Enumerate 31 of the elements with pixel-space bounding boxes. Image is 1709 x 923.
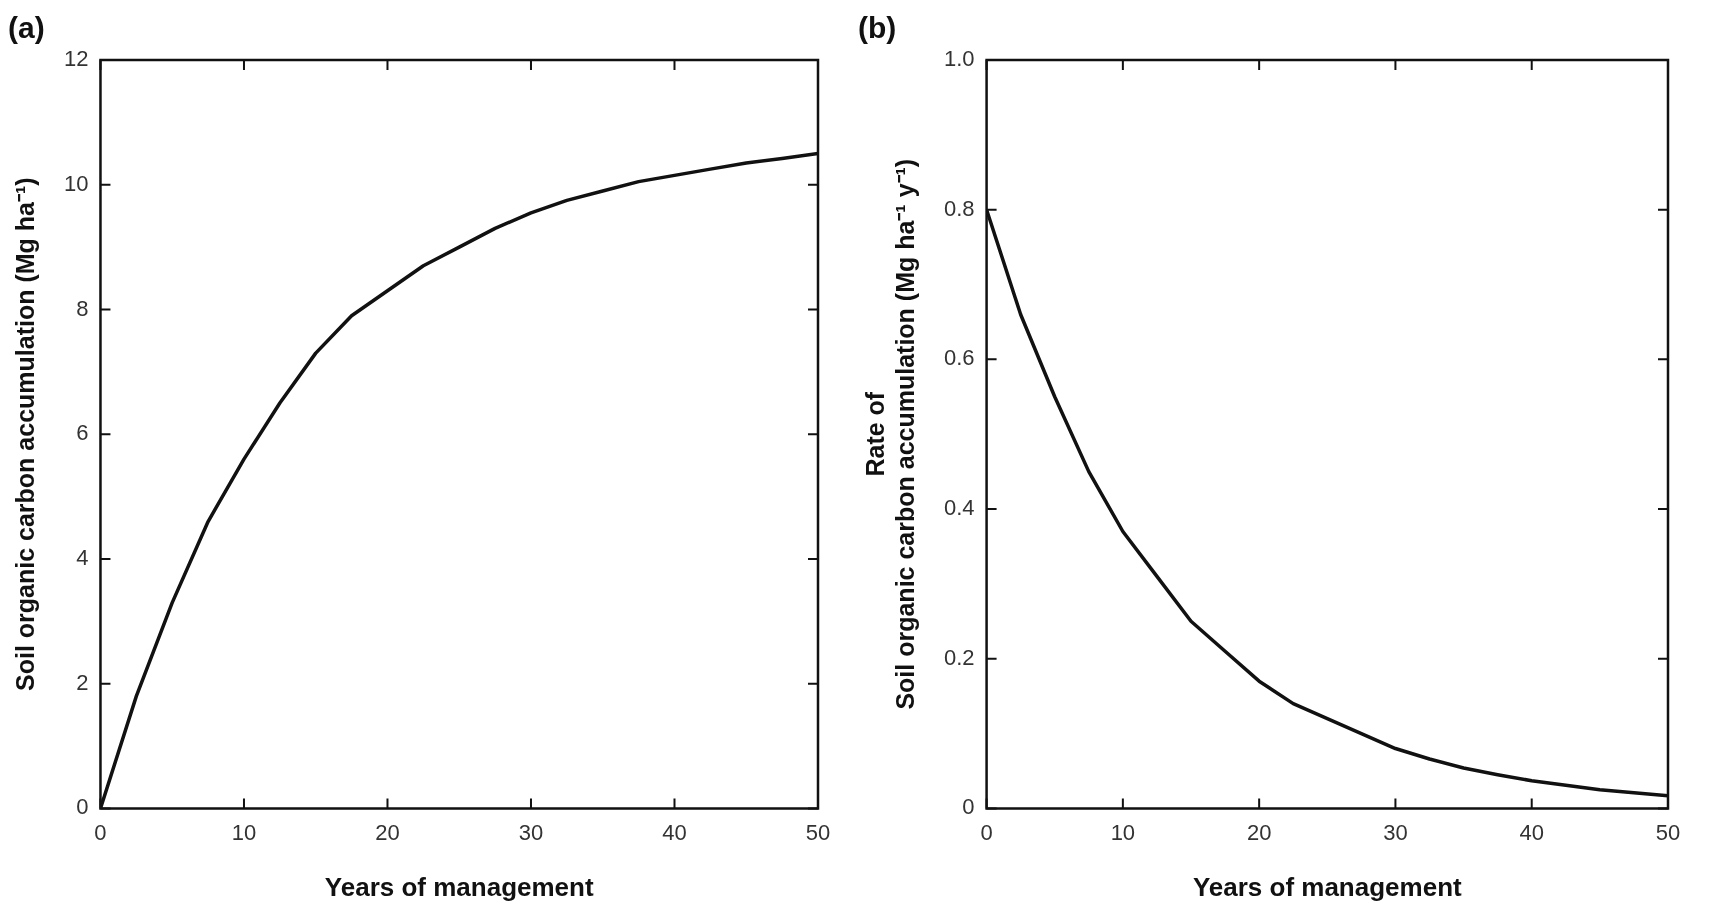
y-tick-label: 8 [76,295,89,321]
y-tick-label: 0.8 [943,195,975,221]
y-tick-label: 0.2 [943,644,975,670]
y-axis-title: Soil organic carbon accumulation (Mg ha⁻¹) [10,177,39,691]
x-tick-label: 20 [1246,819,1272,845]
x-tick-label: 10 [1110,819,1136,845]
y-tick-label: 1.0 [943,46,975,72]
x-axis-title: Years of management [324,871,594,902]
x-axis-title: Years of management [1192,871,1463,902]
y-tick-label: 0.6 [943,345,975,371]
y-tick-label: 12 [63,46,89,72]
x-tick-label: 30 [1383,819,1408,845]
y-tick-label: 2 [76,669,89,695]
x-tick-label: 40 [1519,819,1544,845]
y-tick-label: 6 [76,420,89,446]
chart-title: (a) [8,11,45,45]
x-tick-label: 40 [662,819,687,845]
x-tick-label: 0 [94,819,107,845]
x-tick-label: 10 [231,819,257,845]
chart-title: (b) [858,11,897,45]
y-tick-label: 4 [76,545,89,570]
x-tick-label: 0 [980,819,993,845]
y-tick-label: 0 [962,794,975,820]
x-tick-label: 50 [1655,819,1681,845]
y-tick-label: 0.4 [943,495,975,521]
y-axis-title: Rate of Soil organic carbon accumulation (Mg ha⁻¹ y⁻¹) [860,158,919,710]
y-tick-label: 10 [63,170,89,196]
x-tick-label: 20 [375,819,400,845]
x-tick-label: 30 [518,819,544,845]
y-tick-label: 0 [76,794,89,820]
x-tick-label: 50 [805,819,831,845]
